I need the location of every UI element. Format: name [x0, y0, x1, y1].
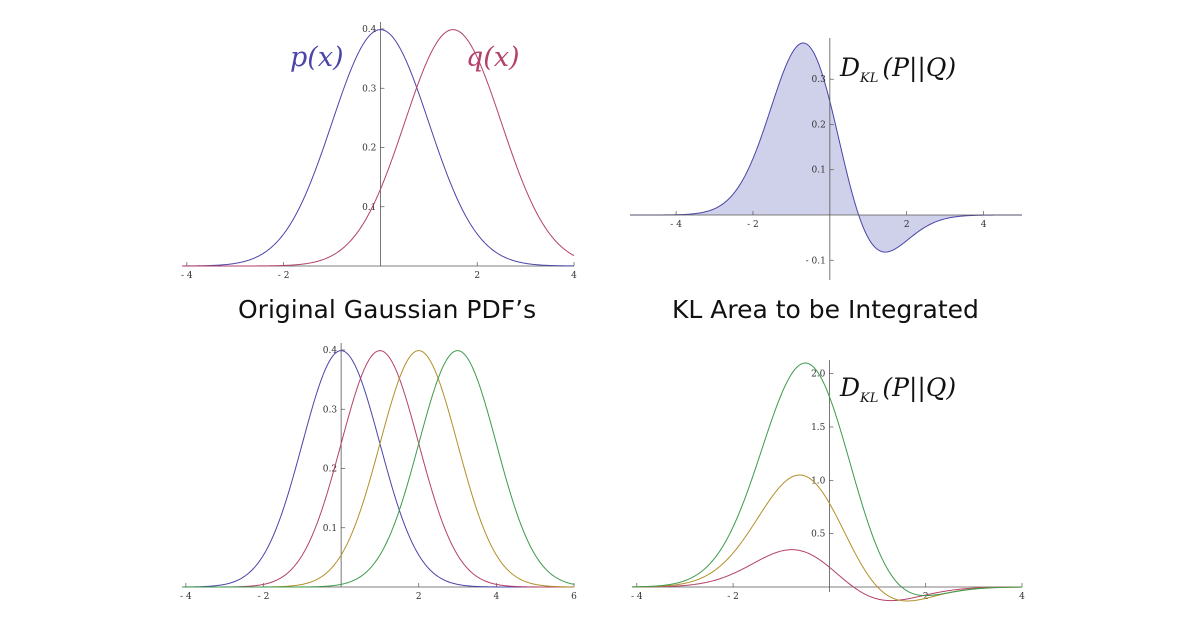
x-tick-label: 4: [494, 592, 500, 602]
chart-shifted-gaussians: - 4 - 2 2 4 6 0.1 0.2 0.3 0.4: [180, 343, 577, 602]
kl-divergence-label: DKL (P||Q): [839, 53, 956, 86]
caption-kl-area: KL Area to be Integrated: [672, 295, 979, 324]
kl-divergence-label: DKL (P||Q): [839, 373, 956, 406]
y-tick-label: 0.1: [323, 524, 337, 534]
chart-kl-area: - 4 - 2 2 4 - 0.1 0.1 0.2 0.3 DKL (P||Q): [630, 38, 1022, 280]
y-tick-label: 1.5: [811, 423, 826, 433]
y-tick-label: 0.3: [362, 84, 377, 94]
kl-series-line-0: [632, 549, 1022, 602]
y-tick-label: 0.2: [812, 120, 826, 130]
series-line-1: [182, 350, 574, 588]
x-tick-label: 4: [1019, 592, 1025, 602]
y-tick-label: 0.1: [362, 203, 376, 213]
x-tick-label: 2: [904, 220, 910, 230]
chart-original-gaussians: - 4 - 2 2 4 0.1 0.2 0.3 0.4 p(x) q(x): [181, 22, 577, 281]
series-line-q: [182, 29, 575, 267]
x-tick-label: 2: [923, 592, 929, 602]
kl-curve: [630, 42, 1022, 253]
y-tick-label: 0.4: [323, 346, 338, 356]
x-tick-label: - 4: [181, 271, 193, 281]
x-tick-label: 2: [474, 271, 480, 281]
kl-series-line-1: [632, 474, 1023, 602]
x-tick-label: - 4: [631, 592, 643, 602]
y-tick-label: 0.3: [323, 405, 338, 415]
x-tick-label: - 2: [727, 592, 739, 602]
x-tick-label: - 2: [258, 592, 270, 602]
series-label-q: q(x): [466, 42, 520, 73]
series-line-2: [182, 350, 575, 588]
series-label-p: p(x): [290, 42, 344, 73]
chart-kl-divergence-curves: - 4 - 2 2 4 0.5 1.0 1.5 2.0 DKL (P||Q): [631, 360, 1025, 602]
kl-area-fill: [630, 43, 1022, 253]
y-tick-label: 0.5: [811, 530, 826, 540]
x-tick-label: - 4: [180, 592, 192, 602]
y-tick-label: 0.4: [362, 25, 377, 35]
series-line-0: [181, 350, 574, 588]
y-tick-label: 1.0: [811, 476, 826, 486]
caption-original-gaussian-pdfs: Original Gaussian PDF’s: [238, 295, 537, 324]
x-tick-label: 2: [416, 592, 422, 602]
x-tick-label: - 2: [747, 220, 759, 230]
kl-series-line-2: [631, 362, 1022, 597]
y-tick-label: 0.1: [812, 166, 826, 176]
y-tick-label: - 0.1: [806, 256, 826, 266]
x-tick-label: 4: [571, 271, 577, 281]
y-tick-label: 0.3: [812, 75, 827, 85]
x-tick-label: - 2: [278, 271, 290, 281]
y-tick-label: 0.2: [362, 144, 376, 154]
series-line-p: [181, 29, 575, 267]
y-tick-label: 0.2: [323, 465, 337, 475]
y-tick-label: 2.0: [811, 370, 826, 380]
x-tick-label: - 4: [670, 220, 682, 230]
x-tick-label: 4: [981, 220, 987, 230]
x-tick-label: 6: [571, 592, 577, 602]
series-line-3: [182, 350, 575, 588]
arrows: [581, 101, 627, 525]
